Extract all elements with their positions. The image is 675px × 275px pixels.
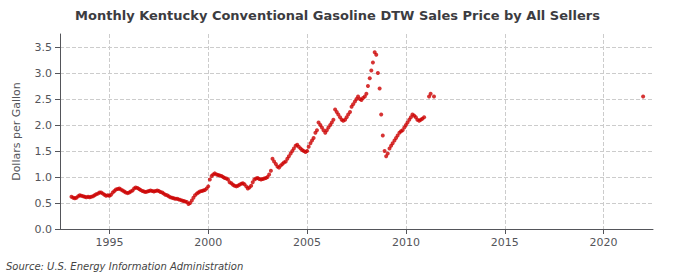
svg-text:3.5: 3.5: [35, 41, 53, 54]
svg-text:2.0: 2.0: [35, 119, 53, 132]
svg-text:2000: 2000: [194, 236, 222, 249]
svg-text:0.0: 0.0: [35, 223, 53, 236]
svg-text:0.5: 0.5: [35, 197, 53, 210]
svg-text:2015: 2015: [491, 236, 519, 249]
svg-text:2020: 2020: [590, 236, 618, 249]
svg-text:1.0: 1.0: [35, 171, 53, 184]
svg-text:2.5: 2.5: [35, 93, 53, 106]
svg-text:2005: 2005: [293, 236, 321, 249]
svg-text:2010: 2010: [392, 236, 420, 249]
svg-text:3.0: 3.0: [35, 67, 53, 80]
svg-text:1.5: 1.5: [35, 145, 53, 158]
svg-text:Dollars per Gallon: Dollars per Gallon: [10, 82, 23, 181]
svg-text:1995: 1995: [95, 236, 123, 249]
svg-text:Monthly Kentucky Conventional: Monthly Kentucky Conventional Gasoline D…: [75, 8, 600, 23]
svg-text:Source: U.S. Energy Informatio: Source: U.S. Energy Information Administ…: [6, 261, 243, 272]
